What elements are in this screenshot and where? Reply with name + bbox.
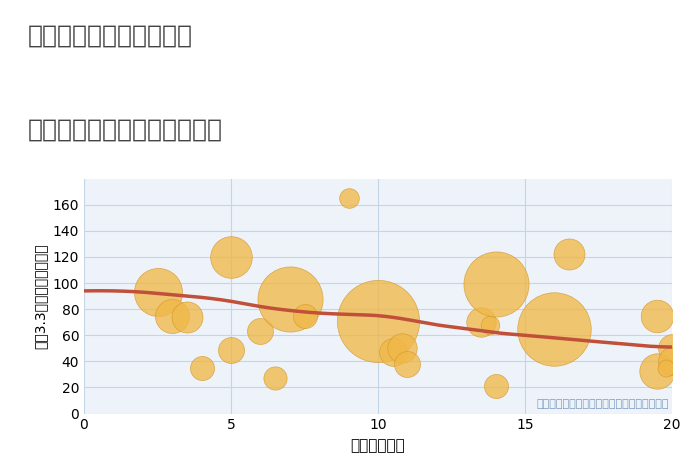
Point bbox=[284, 295, 295, 303]
Point bbox=[196, 364, 207, 372]
Text: 奈良県奈良市狭川両町の: 奈良県奈良市狭川両町の bbox=[28, 24, 193, 47]
Point bbox=[564, 251, 575, 258]
Point bbox=[372, 317, 384, 325]
Point bbox=[387, 348, 398, 356]
Point bbox=[652, 312, 663, 320]
Point bbox=[490, 281, 501, 288]
Point bbox=[299, 312, 310, 320]
Point bbox=[402, 360, 413, 368]
Point bbox=[652, 367, 663, 374]
Point bbox=[225, 346, 237, 353]
Point bbox=[666, 345, 678, 352]
Point bbox=[661, 364, 672, 372]
Point bbox=[549, 325, 560, 332]
Point bbox=[255, 328, 266, 335]
Point bbox=[270, 375, 281, 382]
Text: 駅距離別中古マンション価格: 駅距離別中古マンション価格 bbox=[28, 118, 223, 141]
X-axis label: 駅距離（分）: 駅距離（分） bbox=[351, 438, 405, 453]
Point bbox=[490, 383, 501, 390]
Point bbox=[475, 319, 486, 326]
Point bbox=[343, 195, 354, 202]
Point bbox=[225, 253, 237, 261]
Point bbox=[666, 358, 678, 365]
Y-axis label: 坪（3.3㎡）単価（万円）: 坪（3.3㎡）単価（万円） bbox=[33, 243, 47, 349]
Point bbox=[484, 321, 496, 329]
Point bbox=[167, 312, 178, 320]
Text: 円の大きさは、取引のあった物件面積を示す: 円の大きさは、取引のあった物件面積を示す bbox=[537, 399, 669, 409]
Point bbox=[181, 313, 193, 321]
Point bbox=[152, 289, 163, 296]
Point bbox=[396, 345, 407, 352]
